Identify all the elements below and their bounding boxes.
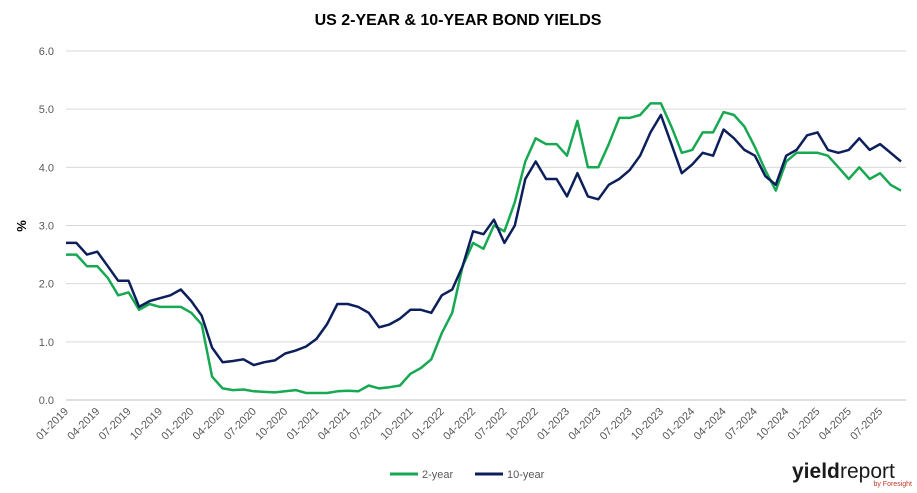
x-tick-label: 01-2024 xyxy=(660,406,697,443)
x-tick-label: 07-2024 xyxy=(723,406,760,443)
y-tick-label: 3.0 xyxy=(39,221,54,233)
x-tick-label: 01-2023 xyxy=(535,406,572,443)
x-tick-label: 07-2022 xyxy=(472,406,509,443)
x-tick-label: 01-2021 xyxy=(285,406,322,443)
x-tick-label: 01-2020 xyxy=(159,406,196,443)
y-tick-label: 2.0 xyxy=(39,279,54,291)
y-tick-label: 4.0 xyxy=(39,162,54,174)
y-axis-label: % xyxy=(14,220,29,232)
x-tick-label: 04-2020 xyxy=(191,406,228,443)
x-tick-label: 10-2021 xyxy=(379,406,416,443)
line-series xyxy=(66,102,902,395)
y-tick-label: 6.0 xyxy=(39,46,54,58)
x-tick-label: 04-2019 xyxy=(65,406,102,443)
x-tick-label: 10-2022 xyxy=(504,406,541,443)
y-tick-label: 1.0 xyxy=(39,337,54,349)
y-tick-label: 5.0 xyxy=(39,104,54,116)
logo: yield report by Foresight xyxy=(792,460,912,488)
logo-word: report xyxy=(840,460,895,483)
x-tick-label: 10-2019 xyxy=(128,406,165,443)
logo-word: yield xyxy=(792,460,840,483)
chart-title: US 2-YEAR & 10-YEAR BOND YIELDS xyxy=(315,12,602,29)
legend-label: 10-year xyxy=(507,469,545,481)
x-tick-label: 07-2023 xyxy=(598,406,635,443)
x-tick-label: 04-2024 xyxy=(692,406,729,443)
x-tick-label: 07-2019 xyxy=(97,406,134,443)
x-tick-label: 04-2025 xyxy=(817,406,854,443)
x-tick-label: 10-2023 xyxy=(629,406,666,443)
x-tick-label: 04-2023 xyxy=(566,406,603,443)
x-tick-label: 01-2025 xyxy=(786,406,823,443)
x-tick-label: 07-2025 xyxy=(848,406,885,443)
x-tick-label: 07-2021 xyxy=(347,406,384,443)
logo-sub: by Foresight xyxy=(873,481,912,488)
x-tick-label: 04-2021 xyxy=(316,406,353,443)
x-tick-label: 07-2020 xyxy=(222,406,259,443)
x-tick-label: 01-2019 xyxy=(34,406,71,443)
x-tick-label: 01-2022 xyxy=(410,406,447,443)
x-tick-label: 10-2024 xyxy=(754,406,791,443)
y-tick-label: 0.0 xyxy=(39,395,54,407)
line-series xyxy=(66,113,902,367)
x-tick-label: 04-2022 xyxy=(441,406,478,443)
legend-label: 2-year xyxy=(422,469,454,481)
x-tick-label: 10-2020 xyxy=(253,406,290,443)
